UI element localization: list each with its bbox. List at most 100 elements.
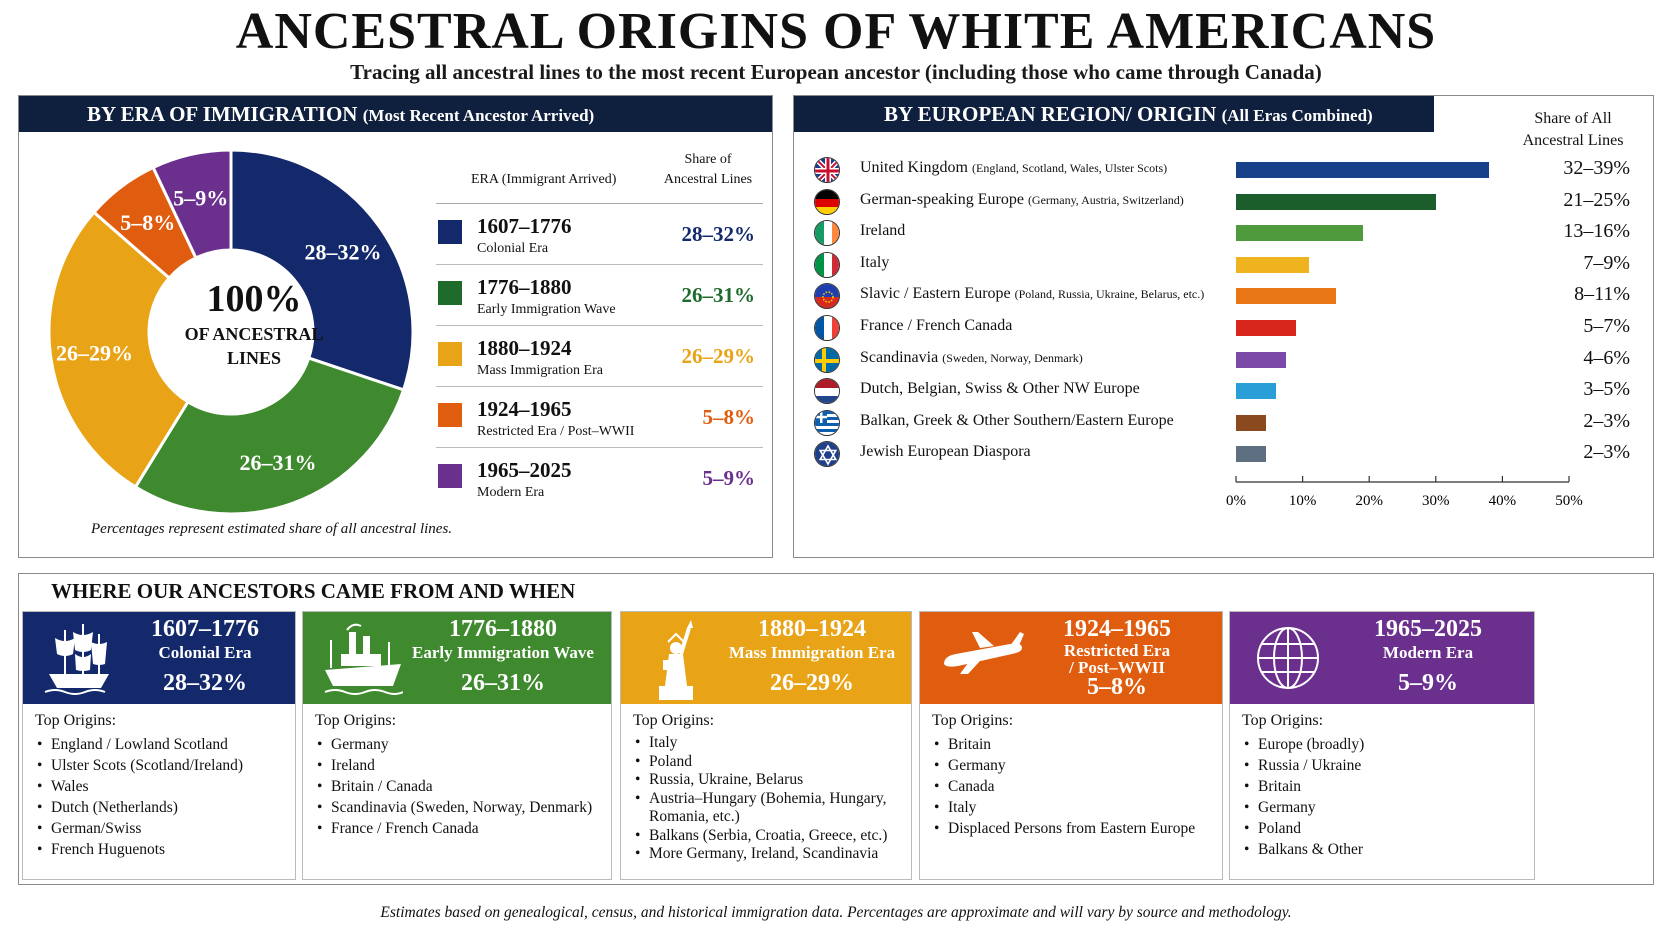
era-name: Early Immigration Wave [477,302,616,318]
when-panel-title: WHERE OUR ANCESTORS CAME FROM AND WHEN [51,579,575,604]
era-card-body: Top Origins: England / Lowland ScotlandUl… [35,712,289,860]
share-col-line2: Ancestral Lines [664,172,752,187]
era-card-name: Mass Immigration Era [721,644,903,661]
donut-center-big: 100% [154,276,354,322]
era-card-share: 28–32% [123,670,287,697]
x-tick-label: 10% [1289,493,1317,509]
origin-item: Canada [932,776,1216,797]
era-col-label: ERA (Immigrant Arrived) [471,172,616,188]
airplane-icon [940,620,1024,694]
origin-item: Wales [35,776,289,797]
origins-list: ItalyPolandRussia, Ukraine, BelarusAustr… [633,734,905,864]
page-title: ANCESTRAL ORIGINS OF WHITE AMERICANS [0,2,1672,61]
era-card-name: Colonial Era [123,644,287,661]
globe-icon [1250,620,1326,700]
origins-list: BritainGermanyCanadaItalyDisplaced Perso… [932,734,1216,839]
footnote: Estimates based on genealogical, census,… [0,904,1672,922]
origin-item: Ulster Scots (Scotland/Ireland) [35,755,289,776]
era-row: 1607–1776 Colonial Era 28–32% [436,204,763,265]
era-row: 1776–1880 Early Immigration Wave 26–31% [436,265,763,326]
x-tick-label: 40% [1489,493,1517,509]
page-subtitle: Tracing all ancestral lines to the most … [0,60,1672,85]
era-swatch [438,220,462,244]
era-table-header: ERA (Immigrant Arrived) Share of Ancestra… [436,148,763,204]
donut-center-line2: LINES [154,346,354,370]
era-card-years: 1776–1880 [403,616,603,643]
x-tick-label: 20% [1355,493,1383,509]
era-name: Restricted Era / Post–WWII [477,424,634,440]
era-share: 28–32% [682,222,756,247]
origin-item: Scandinavia (Sweden, Norway, Denmark) [315,797,605,818]
top-origins-label: Top Origins: [315,712,605,730]
era-name: Colonial Era [477,241,548,257]
x-tick-label: 0% [1226,493,1246,509]
era-card-name: Modern Era [1330,644,1526,661]
donut-slice-label: 5–9% [173,185,228,210]
era-panel-title-note: (Most Recent Ancestor Arrived) [363,106,594,125]
era-name: Mass Immigration Era [477,363,603,379]
era-card-header: 1776–1880 Early Immigration Wave 26–31% [303,612,611,704]
donut-slice-label: 5–8% [120,210,175,235]
donut-slice-label: 26–31% [239,450,316,475]
era-row: 1924–1965 Restricted Era / Post–WWII 5–8% [436,387,763,448]
when-panel: WHERE OUR ANCESTORS CAME FROM AND WHEN 1… [18,573,1654,885]
origin-item: Britain [1242,776,1528,797]
origin-item: German/Swiss [35,818,289,839]
origin-item: England / Lowland Scotland [35,734,289,755]
era-card-years: 1607–1776 [123,616,287,643]
donut-slice [135,358,403,514]
donut-center-label: 100% OF ANCESTRAL LINES [154,276,354,370]
era-share: 26–31% [682,283,756,308]
era-card-share: 26–31% [403,670,603,697]
era-card-body: Top Origins: Europe (broadly)Russia / Ukr… [1242,712,1528,860]
origin-item: Russia, Ukraine, Belarus [633,771,905,790]
era-years: 1965–2025 [477,458,572,483]
origin-item: Balkans (Serbia, Croatia, Greece, etc.) [633,827,905,846]
era-share: 5–9% [703,466,756,491]
era-row: 1965–2025 Modern Era 5–9% [436,448,763,509]
era-swatch [438,464,462,488]
era-swatch [438,281,462,305]
origin-item: Italy [633,734,905,753]
era-share: 26–29% [682,344,756,369]
era-card-body: Top Origins: BritainGermanyCanadaItalyDis… [932,712,1216,839]
top-origins-label: Top Origins: [633,712,905,730]
era-swatch [438,342,462,366]
era-panel-header: BY ERA OF IMMIGRATION (Most Recent Ances… [19,96,772,132]
share-col-label: Share of Ancestral Lines [653,150,763,190]
era-card-header: 1607–1776 Colonial Era 28–32% [23,612,295,704]
era-card: 1965–2025Modern Era5–9%Top Origins:Europ… [1229,611,1535,880]
top-origins-label: Top Origins: [35,712,289,730]
origins-list: England / Lowland ScotlandUlster Scots (… [35,734,289,860]
era-swatch [438,403,462,427]
era-share: 5–8% [703,405,756,430]
era-card: 1776–1880 Early Immigration Wave 26–31% Top… [302,611,612,880]
origin-item: Balkans & Other [1242,839,1528,860]
era-years: 1776–1880 [477,275,572,300]
origin-item: Europe (broadly) [1242,734,1528,755]
origin-item: Poland [633,753,905,772]
era-note: Percentages represent estimated share of… [91,521,452,538]
era-card-body: Top Origins: GermanyIrelandBritain / Cana… [315,712,605,839]
steamship-icon [323,620,403,700]
origin-item: Poland [1242,818,1528,839]
sailing-ship-icon [43,620,115,700]
origin-item: Germany [1242,797,1528,818]
region-bar-axis: 0% 10% 20% 30% 40% 50% [794,96,1652,556]
era-name: Modern Era [477,485,544,501]
era-years: 1924–1965 [477,397,572,422]
origin-item: Austria–Hungary (Bohemia, Hungary, Roman… [633,790,905,827]
origins-list: Europe (broadly)Russia / UkraineBritainG… [1242,734,1528,860]
era-card-header: 1880–1924 Mass Immigration Era 26–29% [621,612,911,704]
era-card-name: Restricted Era / Post–WWII [1020,642,1214,676]
origin-item: Germany [315,734,605,755]
origin-item: Britain / Canada [315,776,605,797]
top-origins-label: Top Origins: [932,712,1216,730]
era-panel-title: BY ERA OF IMMIGRATION [87,102,357,126]
x-tick-label: 50% [1555,493,1583,509]
era-card-body: Top Origins: ItalyPolandRussia, Ukraine, … [633,712,905,864]
donut-slice-label: 28–32% [305,239,382,264]
era-card: 1924–1965 Restricted Era / Post–WWII 5–8% T… [919,611,1223,880]
era-card-header: 1924–1965 Restricted Era / Post–WWII 5–8% [920,612,1222,704]
